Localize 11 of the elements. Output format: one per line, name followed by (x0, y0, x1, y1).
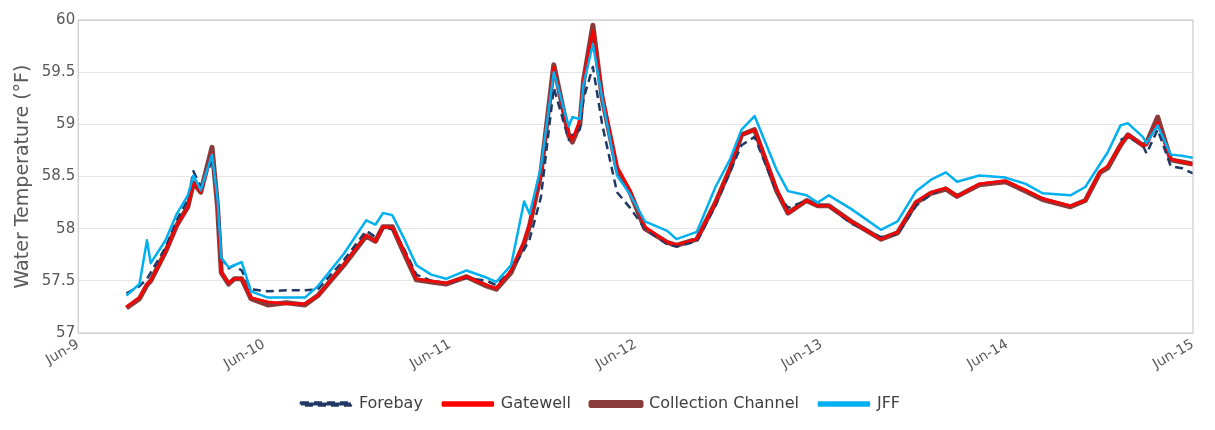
y-tick-label: 58.5 (41, 166, 76, 185)
y-tick-label: 57.5 (41, 270, 76, 289)
legend-label: Gatewell (500, 393, 572, 413)
y-tick-label: 60 (56, 9, 76, 28)
legend-label: Collection Channel (649, 393, 799, 413)
legend-label: Forebay (358, 393, 423, 413)
y-tick-label: 58 (56, 218, 76, 237)
legend-label: JFF (875, 393, 901, 413)
y-axis-title: Water Temperature (°F) (10, 64, 33, 289)
y-tick-label: 59.5 (41, 62, 76, 81)
y-tick-label: 59 (56, 114, 76, 133)
